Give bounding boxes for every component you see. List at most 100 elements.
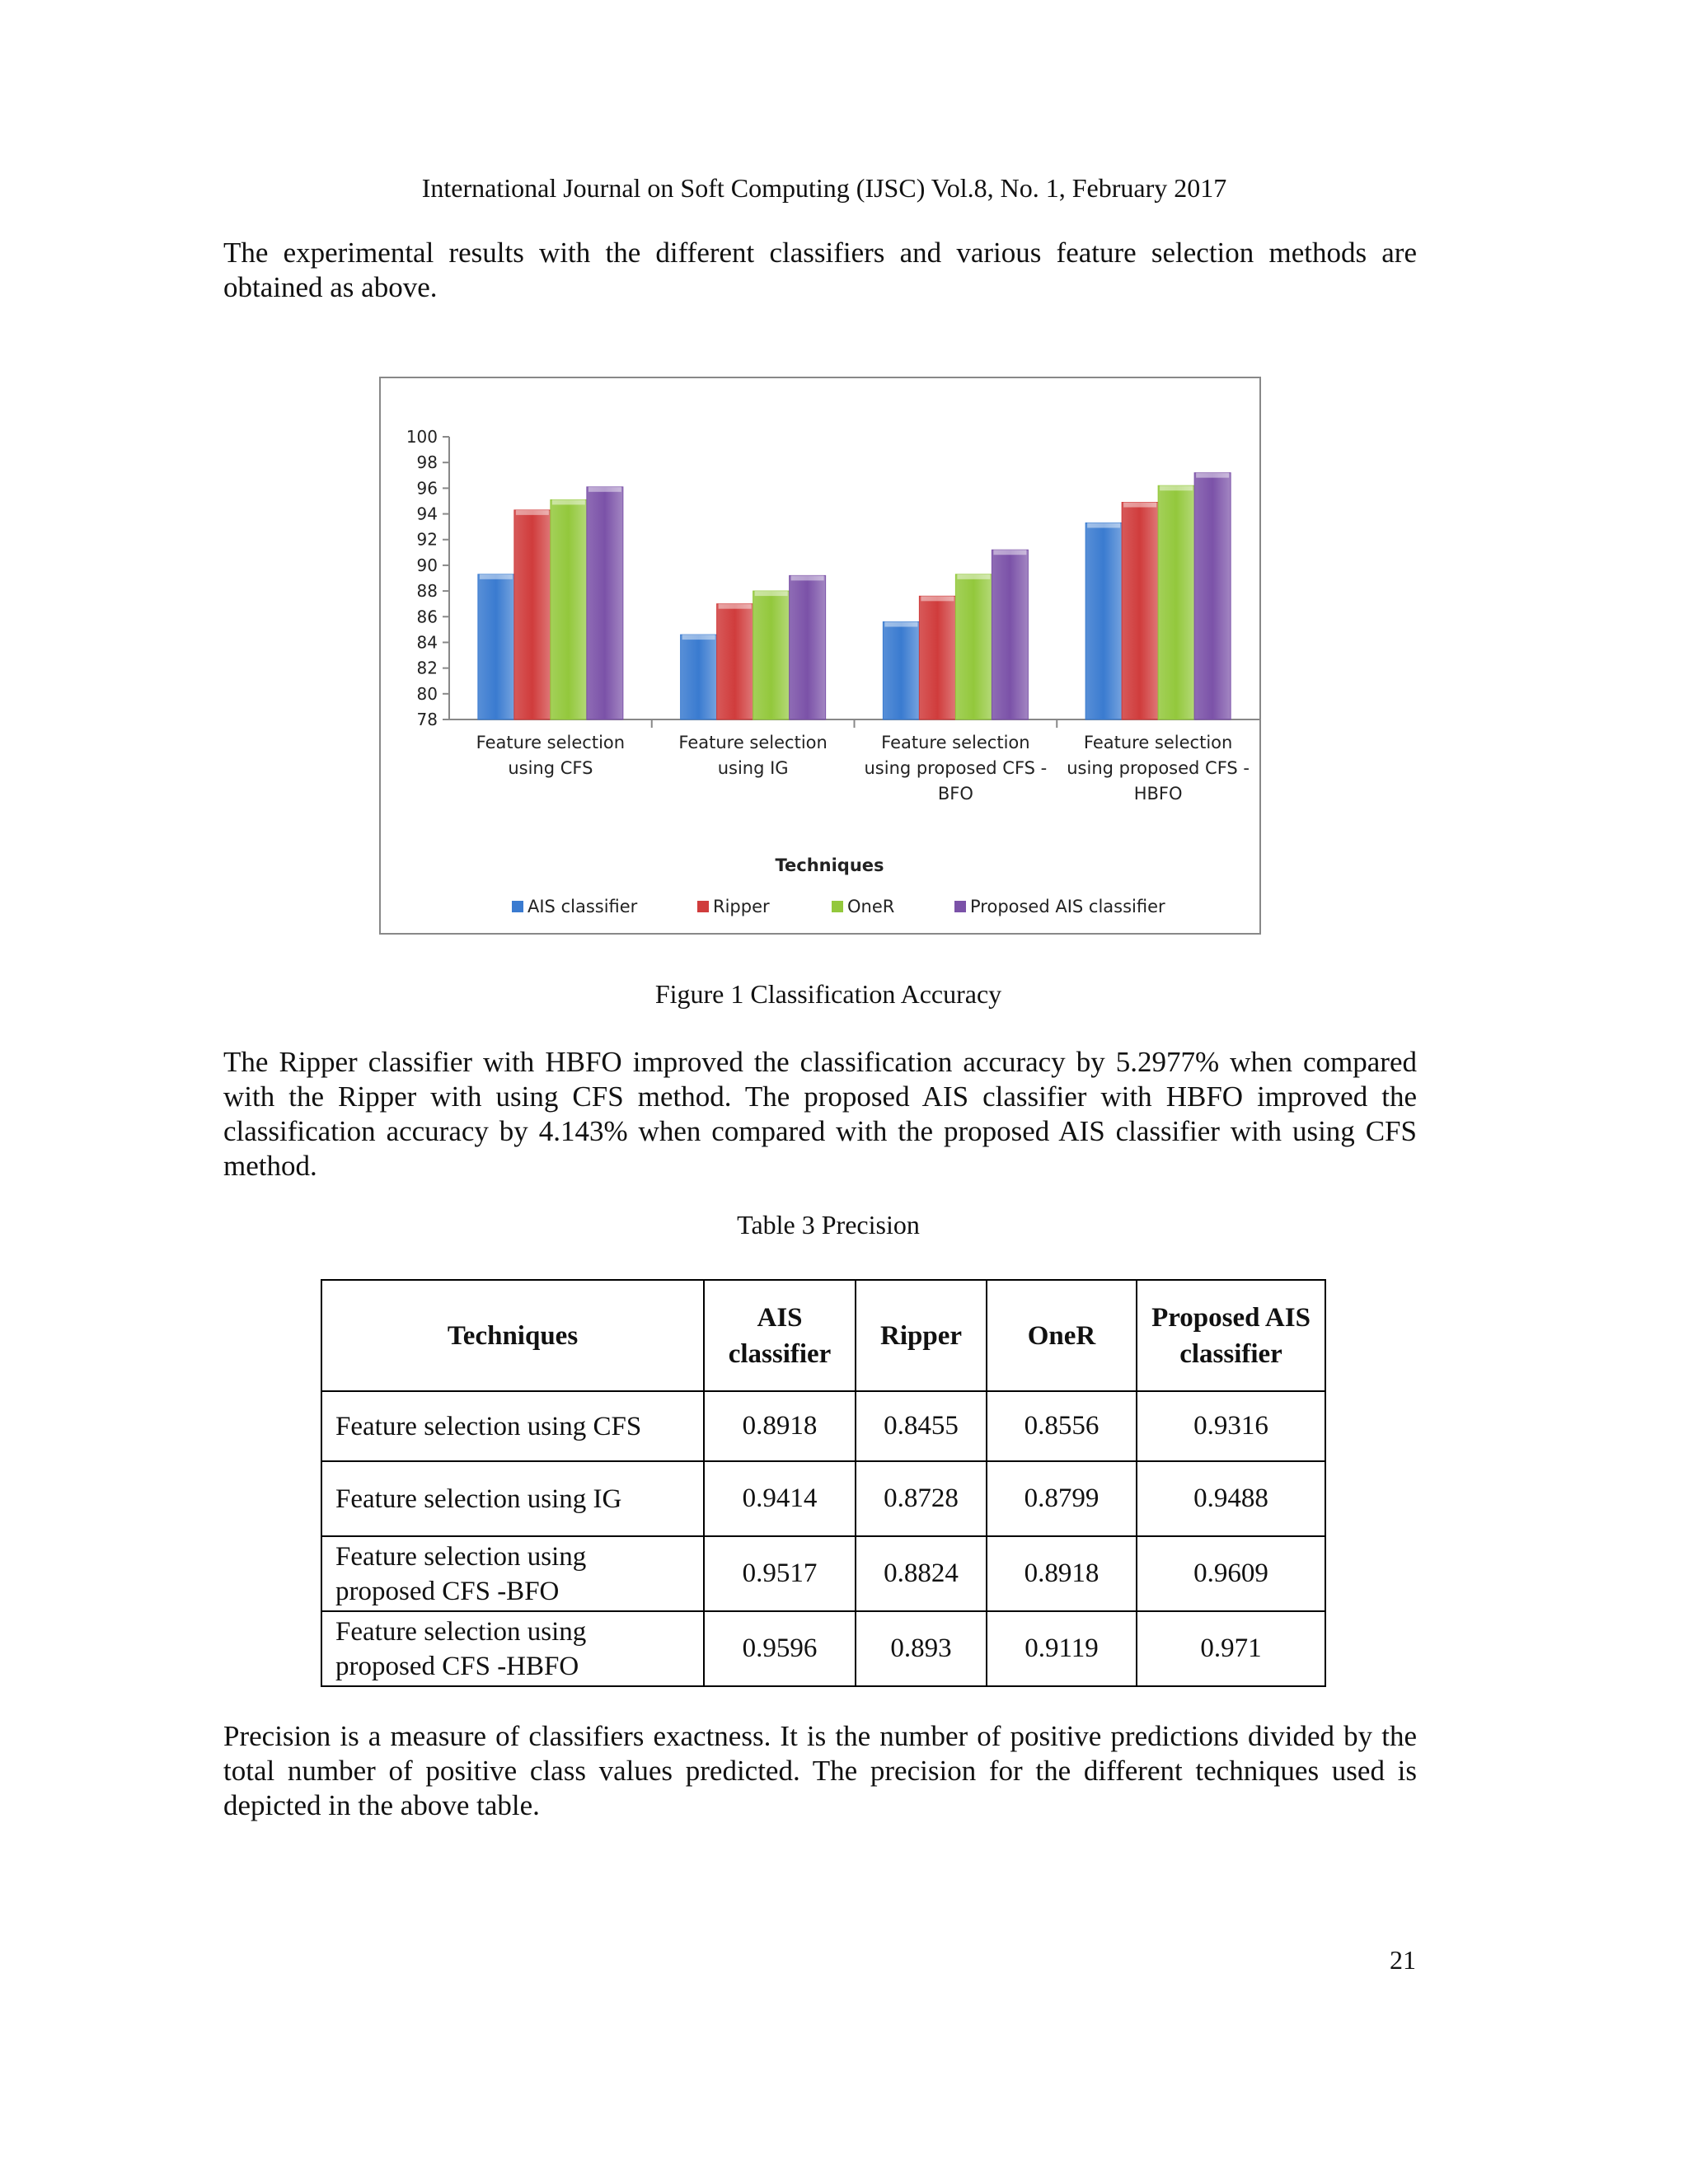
header-ripper: Ripper — [855, 1279, 987, 1392]
bar-ais-classifier — [680, 634, 718, 720]
cell: 0.8918 — [986, 1535, 1137, 1612]
bar-highlight — [682, 635, 715, 640]
journal-header: International Journal on Soft Computing … — [421, 173, 1227, 203]
y-tick-label: 78 — [417, 710, 438, 729]
legend-swatch — [954, 901, 966, 912]
header-proposed-ais: Proposed AIS classifier — [1136, 1279, 1326, 1392]
precision-table: Techniques AIS classifier Ripper OneR Pr… — [321, 1279, 1326, 1687]
cell: 0.9517 — [703, 1535, 856, 1612]
table-row: Feature selection using IG 0.9414 0.8728… — [321, 1460, 1326, 1537]
legend-label: OneR — [847, 897, 894, 916]
x-category-label: using proposed CFS - — [864, 758, 1047, 778]
legend-swatch — [832, 901, 843, 912]
chart-svg: 78 80 82 84 86 88 90 92 94 96 98 100 Feature selecti… — [406, 427, 1259, 916]
bar-highlight — [1123, 502, 1157, 508]
y-tick-label: 86 — [417, 607, 438, 626]
bar-oner — [753, 590, 790, 720]
table-caption: Table 3 Precision — [737, 1210, 920, 1240]
y-tick-label: 80 — [417, 684, 438, 704]
paragraph-intro: The experimental results with the differ… — [223, 237, 1417, 303]
cell: 0.9596 — [703, 1610, 856, 1687]
y-tick-label: 98 — [417, 452, 438, 472]
bar-highlight — [1160, 485, 1193, 491]
y-tick-label: 100 — [406, 427, 438, 447]
bar-ais-classifier — [1085, 522, 1123, 720]
bar-ais-classifier — [477, 574, 515, 720]
bar-highlight — [1196, 472, 1230, 478]
x-axis-title: Techniques — [775, 855, 884, 875]
y-tick-label: 82 — [417, 658, 438, 678]
figure-caption: Figure 1 Classification Accuracy — [654, 979, 1002, 1009]
legend-label: AIS classifier — [528, 897, 638, 916]
page-number: 21 — [1390, 1945, 1416, 1975]
cell: 0.893 — [855, 1610, 987, 1687]
table-header-row: Techniques AIS classifier Ripper OneR Pr… — [321, 1279, 1326, 1392]
header-oner: OneR — [986, 1279, 1137, 1392]
paragraph-accuracy: The Ripper classifier with HBFO improved… — [223, 1046, 1417, 1182]
bar-ripper — [513, 509, 551, 720]
bar-highlight — [1087, 523, 1121, 528]
bar-ripper — [716, 603, 754, 720]
x-category-label: using proposed CFS - — [1067, 758, 1250, 778]
table-row: Feature selection using proposed CFS -BF… — [321, 1535, 1326, 1612]
header-ais: AIS classifier — [703, 1279, 856, 1392]
x-category-label: Feature selection — [881, 733, 1029, 752]
cell: Feature selection using proposed CFS -HB… — [321, 1610, 705, 1687]
legend-swatch — [697, 901, 709, 912]
bar-proposed-ais-classifier — [586, 486, 624, 720]
bar-highlight — [790, 575, 824, 581]
bar-ripper — [918, 595, 956, 720]
bar-proposed-ais-classifier — [789, 574, 827, 720]
cell: 0.9414 — [703, 1460, 856, 1537]
legend-swatch — [512, 901, 523, 912]
bar-proposed-ais-classifier — [1193, 472, 1231, 720]
table-row: Feature selection using CFS 0.8918 0.845… — [321, 1390, 1326, 1462]
bar-highlight — [921, 596, 954, 602]
x-category-label: Feature selection — [678, 733, 827, 752]
x-category-label: BFO — [938, 784, 973, 804]
bar-highlight — [884, 621, 918, 627]
bar-proposed-ais-classifier — [991, 549, 1029, 720]
cell: 0.8728 — [855, 1460, 987, 1537]
bar-highlight — [957, 574, 991, 579]
cell: Feature selection using CFS — [321, 1390, 705, 1462]
y-tick-label: 96 — [417, 478, 438, 498]
header-techniques: Techniques — [321, 1279, 705, 1392]
x-category-label: HBFO — [1134, 784, 1183, 804]
bar-highlight — [551, 499, 585, 505]
bar-highlight — [588, 486, 621, 492]
cell: 0.971 — [1136, 1610, 1326, 1687]
cell: 0.8556 — [986, 1390, 1137, 1462]
cell: 0.9119 — [986, 1610, 1137, 1687]
classification-accuracy-chart: 78 80 82 84 86 88 90 92 94 96 98 100 Feature selecti… — [379, 377, 1261, 935]
bar-ripper — [1121, 502, 1159, 720]
cell: 0.9488 — [1136, 1460, 1326, 1537]
cell: 0.9316 — [1136, 1390, 1326, 1462]
cell: 0.8455 — [855, 1390, 987, 1462]
y-tick-label: 90 — [417, 555, 438, 575]
y-tick-label: 92 — [417, 530, 438, 550]
bar-oner — [954, 574, 992, 720]
bar-highlight — [515, 509, 549, 515]
bar-highlight — [754, 591, 788, 597]
cell: 0.8918 — [703, 1390, 856, 1462]
cell: 0.9609 — [1136, 1535, 1326, 1612]
bar-oner — [550, 499, 588, 720]
cell: Feature selection using proposed CFS -BF… — [321, 1535, 705, 1612]
bar-ais-classifier — [882, 621, 920, 720]
cell: 0.8824 — [855, 1535, 987, 1612]
cell: 0.8799 — [986, 1460, 1137, 1537]
x-category-label: Feature selection — [1084, 733, 1232, 752]
y-tick-label: 94 — [417, 504, 438, 524]
bar-highlight — [479, 574, 513, 579]
legend-label: Proposed AIS classifier — [970, 897, 1165, 916]
cell: Feature selection using IG — [321, 1460, 705, 1537]
table-row: Feature selection using proposed CFS -HB… — [321, 1610, 1326, 1687]
bar-oner — [1157, 485, 1195, 720]
paragraph-precision: Precision is a measure of classifiers ex… — [223, 1720, 1417, 1821]
bar-highlight — [718, 603, 752, 609]
y-tick-label: 88 — [417, 581, 438, 601]
legend-label: Ripper — [713, 897, 770, 916]
x-category-label: Feature selection — [476, 733, 625, 752]
